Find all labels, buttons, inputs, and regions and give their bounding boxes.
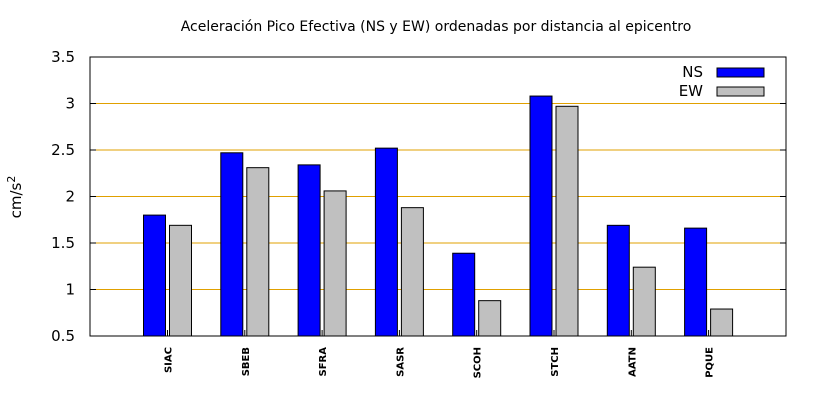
y-tick-label: 0.5 [51, 327, 75, 345]
bar-ns-stch [529, 95, 553, 337]
bar-ew-sfra [323, 190, 347, 337]
bar-ew-pque [710, 308, 734, 337]
y-axis-label-unit: cm/s [7, 182, 25, 218]
bar-ns-scoh [452, 252, 476, 337]
y-tick-label: 3.5 [51, 48, 75, 66]
chart-title: Aceleración Pico Efectiva (NS y EW) orde… [181, 19, 692, 35]
bar-ew-sasr [400, 207, 424, 337]
y-tick-label: 3 [65, 95, 75, 113]
bar-ns-sfra [297, 164, 321, 337]
x-tick-label: SIAC [164, 347, 175, 373]
y-axis-label-exponent: 2 [5, 176, 18, 183]
x-tick-label: STCH [550, 347, 561, 377]
bars [143, 95, 734, 337]
y-tick-label: 1 [65, 281, 75, 299]
bar-ns-aatn [606, 224, 630, 337]
bar-ns-sasr [374, 147, 398, 337]
x-tick-label: PQUE [705, 347, 716, 378]
legend-label-ew: EW [679, 82, 703, 100]
y-tick-label: 2.5 [51, 141, 75, 159]
bar-ns-siac [143, 214, 166, 337]
x-tick-label: SCOH [473, 347, 484, 378]
x-tick-label: SFRA [318, 347, 329, 377]
x-tick-label: SBEB [241, 347, 252, 376]
legend-label-ns: NS [682, 63, 703, 81]
legend-swatch-ew [716, 86, 765, 97]
legend-swatch-ns [716, 67, 765, 78]
bar-ew-stch [555, 105, 579, 337]
x-tick-label: SASR [395, 347, 406, 377]
bar-ns-pque [684, 227, 708, 337]
bar-ew-sbeb [246, 167, 270, 337]
bar-ew-siac [169, 224, 192, 337]
bar-ns-sbeb [220, 152, 244, 337]
grid-lines [90, 103, 786, 290]
y-tick-label: 2 [65, 188, 75, 206]
bar-ew-aatn [632, 266, 656, 337]
x-tick-label: AATN [627, 347, 638, 377]
y-axis-ticks: 0.5 1 1.5 2 2.5 3 3.5 [51, 48, 786, 345]
y-axis-label: cm/s2 [5, 176, 25, 219]
x-axis-labels: SIAC SBEB SFRA SASR SCOH STCH AATN PQUE [164, 330, 716, 378]
y-tick-label: 1.5 [51, 234, 75, 252]
bar-ew-scoh [478, 300, 502, 337]
